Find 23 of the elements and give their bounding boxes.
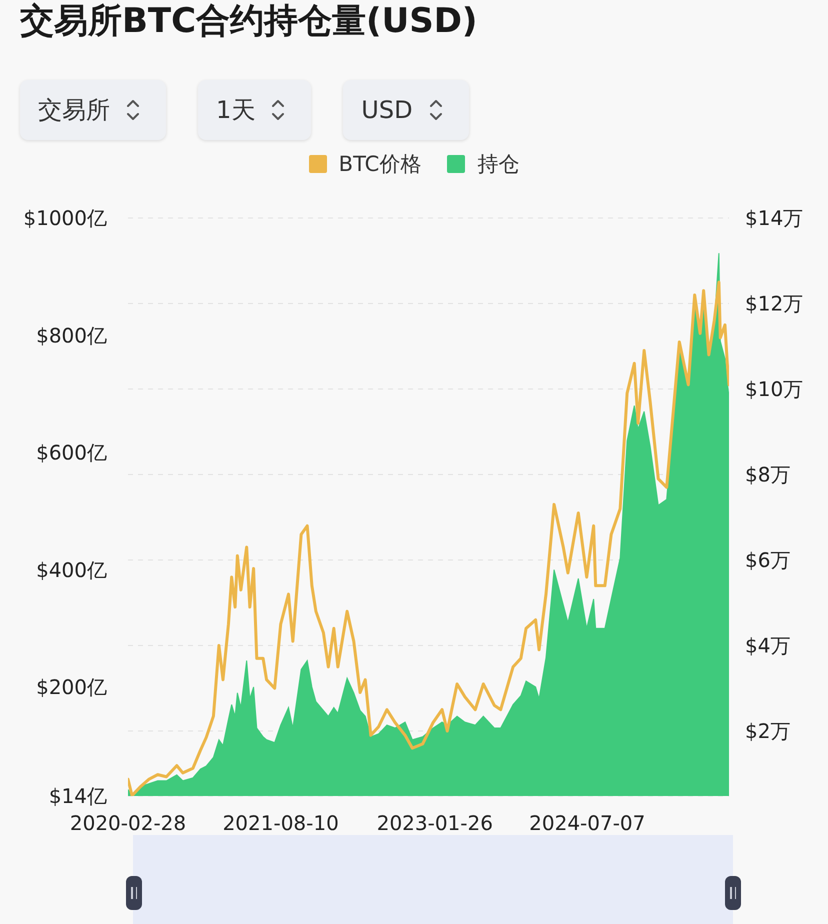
y-tick-label: $200亿 xyxy=(36,675,107,700)
y2-tick-label: $8万 xyxy=(745,462,790,487)
y2-tick-label: $12万 xyxy=(745,292,804,316)
dropdown-select: 交易所 xyxy=(20,80,166,140)
y2-tick-label: $4万 xyxy=(745,634,790,658)
y2-tick-label: $6万 xyxy=(745,548,790,572)
y2-tick-label: $2万 xyxy=(745,719,790,744)
y2-tick-label: $14万 xyxy=(745,206,804,230)
legend-label: BTC价格 xyxy=(338,151,422,178)
dropdown-select: USD xyxy=(343,80,469,140)
y-tick-label: $400亿 xyxy=(36,558,107,582)
y2-tick-label: $10万 xyxy=(745,377,804,402)
x-tick-label: 2020-02-28 xyxy=(70,811,186,836)
x-tick-label: 2023-01-26 xyxy=(376,811,493,836)
dropdown-select: 1天 xyxy=(198,80,312,140)
y-tick-label: $800亿 xyxy=(36,323,107,348)
y-tick-label: $1000亿 xyxy=(23,206,107,230)
legend-label: 持仓 xyxy=(477,151,520,178)
chart-title: 交易所BTC合约持仓量(USD) xyxy=(20,0,478,42)
y-tick-label: $600亿 xyxy=(36,440,107,465)
x-tick-label: 2024-07-07 xyxy=(529,811,646,836)
y-tick-label: $14亿 xyxy=(48,784,107,808)
x-tick-label: 2021-08-10 xyxy=(222,811,339,836)
